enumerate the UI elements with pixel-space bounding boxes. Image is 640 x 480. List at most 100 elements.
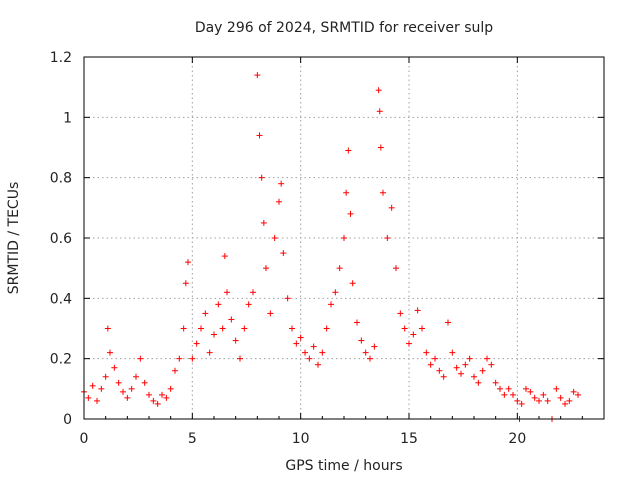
data-point (271, 235, 278, 241)
data-point (354, 319, 360, 326)
y-tick-label: 0.4 (50, 291, 72, 307)
data-point (514, 397, 521, 404)
data-point (570, 388, 577, 395)
data-point (104, 325, 111, 332)
data-point (553, 385, 560, 392)
data-point (250, 289, 256, 296)
data-point (146, 391, 152, 398)
data-point (245, 301, 252, 308)
data-point (198, 325, 204, 332)
data-point (510, 391, 516, 398)
data-point (380, 189, 386, 196)
data-point (315, 361, 321, 368)
data-point (575, 391, 581, 398)
data-point (544, 397, 551, 404)
data-point (384, 235, 391, 241)
data-point (492, 379, 499, 386)
data-point (102, 373, 109, 380)
data-point (263, 265, 269, 272)
data-point (94, 397, 100, 404)
data-point (453, 364, 460, 371)
data-point (345, 147, 352, 154)
data-point (414, 307, 421, 314)
data-point (466, 355, 473, 362)
data-point (388, 204, 395, 211)
data-point (278, 180, 285, 187)
data-point (182, 280, 189, 287)
data-point (167, 385, 174, 392)
data-point (163, 394, 170, 401)
data-point (343, 189, 350, 196)
data-point (432, 355, 438, 362)
data-point (206, 349, 213, 356)
data-point (107, 349, 113, 356)
data-point (284, 295, 291, 302)
x-tick-label: 20 (508, 431, 526, 447)
data-point (111, 364, 118, 371)
data-point (293, 340, 300, 347)
data-point (436, 367, 443, 374)
data-point (256, 132, 263, 139)
data-point (341, 235, 347, 241)
data-point (449, 349, 456, 356)
data-points (81, 72, 581, 422)
data-point (427, 361, 434, 368)
data-point (371, 343, 378, 350)
data-point (297, 334, 304, 341)
data-point (410, 331, 417, 338)
y-tick-label: 0.2 (50, 352, 72, 368)
data-point (536, 397, 542, 404)
data-point (232, 337, 239, 344)
data-point (458, 370, 464, 377)
data-point (393, 265, 399, 272)
data-point (185, 259, 191, 266)
data-point (258, 174, 265, 181)
data-point (211, 331, 217, 338)
data-point (141, 379, 148, 386)
data-point (276, 198, 282, 205)
data-point (176, 355, 183, 362)
data-point (120, 388, 126, 395)
data-point (518, 400, 525, 407)
data-point (566, 397, 573, 404)
data-point (154, 400, 161, 407)
data-point (241, 325, 248, 332)
data-point (531, 394, 538, 401)
data-point (228, 316, 235, 323)
data-point (349, 280, 356, 287)
data-point (347, 210, 354, 217)
data-point (180, 325, 187, 332)
data-point (254, 72, 261, 79)
data-point (128, 385, 135, 392)
data-point (377, 144, 384, 151)
data-point (328, 301, 334, 308)
data-point (302, 349, 308, 356)
data-point (332, 289, 339, 296)
data-point (406, 340, 412, 347)
x-tick-label: 10 (292, 431, 310, 447)
y-axis-label: SRMTID / TECUs (6, 182, 22, 295)
data-point (289, 325, 295, 332)
data-point (562, 400, 568, 407)
x-tick-label: 5 (188, 431, 197, 447)
data-point (159, 391, 165, 398)
data-point (367, 355, 373, 362)
y-tick-label: 0.8 (50, 171, 72, 187)
data-point (376, 108, 383, 115)
data-point (462, 361, 469, 368)
x-tick-label: 15 (400, 431, 418, 447)
axis-ticks: 0 0.2 0.4 0.6 0.8 1 1.2 0 5 10 15 20 (50, 50, 604, 447)
data-point (150, 397, 157, 404)
data-point (237, 355, 243, 362)
data-point (224, 289, 230, 296)
data-point (137, 355, 144, 362)
data-point (319, 349, 326, 356)
data-point (267, 310, 274, 317)
data-point (523, 385, 529, 392)
y-tick-label: 0.6 (50, 231, 72, 247)
data-point (85, 394, 92, 401)
data-point (488, 361, 495, 368)
data-point (98, 385, 105, 392)
chart-title: Day 296 of 2024, SRMTID for receiver sul… (195, 20, 493, 36)
